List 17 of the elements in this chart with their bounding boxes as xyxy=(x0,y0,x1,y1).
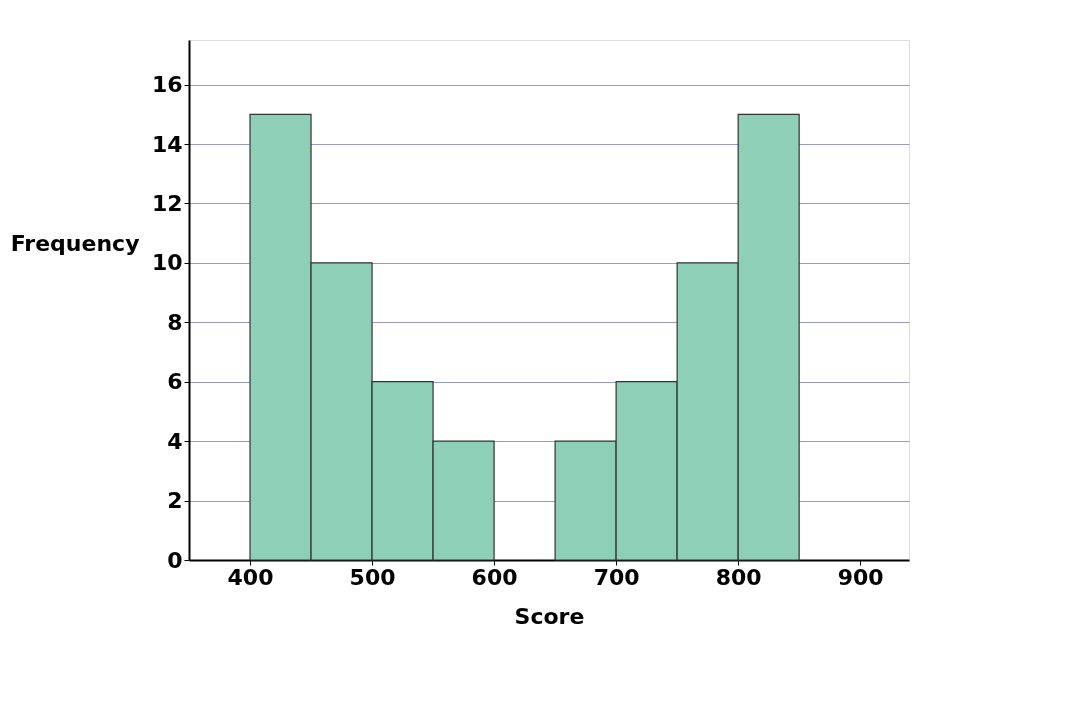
y-tick-label: 12 xyxy=(151,190,183,216)
x-tick-label: 600 xyxy=(471,564,518,590)
x-tick-label: 500 xyxy=(349,564,396,590)
y-tick-label: 10 xyxy=(151,250,183,276)
y-tick-label: 6 xyxy=(167,369,183,395)
y-tick-label: 4 xyxy=(167,428,183,454)
x-tick-label: 800 xyxy=(715,564,762,590)
y-tick-label: 2 xyxy=(167,488,183,514)
x-tick-label: 400 xyxy=(227,564,274,590)
y-tick-label: 16 xyxy=(151,72,183,98)
x-axis-title: Score xyxy=(514,603,585,629)
y-tick-label: 8 xyxy=(167,309,183,335)
x-tick-label: 700 xyxy=(593,564,640,590)
y-tick-label: 14 xyxy=(151,131,183,157)
y-axis-title: Frequency xyxy=(10,230,140,256)
y-tick-label: 0 xyxy=(167,547,183,573)
x-tick-label: 900 xyxy=(837,564,884,590)
